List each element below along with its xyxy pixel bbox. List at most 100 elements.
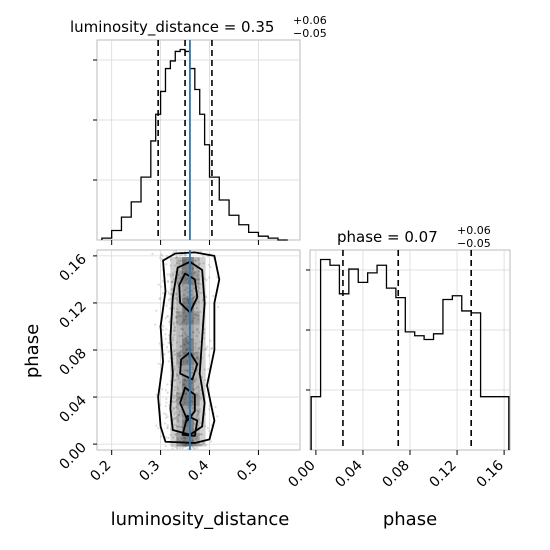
joint-scatter-point (166, 415, 169, 418)
joint-scatter-point (212, 294, 215, 298)
joint-density-cell (193, 365, 200, 379)
joint-scatter-point (171, 288, 174, 291)
joint-scatter-point (164, 317, 167, 320)
joint-scatter-point (157, 427, 160, 430)
joint-scatter-point (173, 328, 176, 331)
joint-scatter-point (209, 339, 212, 342)
joint-scatter-point (180, 328, 183, 331)
joint-scatter-point (202, 442, 205, 445)
lum-frame (96, 39, 301, 241)
joint-scatter-point (174, 400, 177, 403)
joint-density-cell (193, 297, 200, 312)
joint-scatter-point (181, 414, 184, 417)
joint-scatter-point (195, 433, 198, 436)
joint-scatter-point (184, 253, 188, 257)
joint-scatter-point (174, 385, 177, 389)
joint-scatter-point (207, 368, 210, 371)
joint-density-cell (182, 311, 188, 325)
joint-scatter-point (166, 315, 169, 318)
joint-scatter-point (165, 397, 168, 401)
joint-scatter-point (181, 412, 184, 415)
joint-scatter-point (167, 290, 170, 293)
joint-scatter-point (197, 418, 200, 421)
joint-scatter-point (168, 321, 171, 324)
joint-scatter-point (173, 333, 176, 336)
joint-scatter-point (175, 293, 178, 296)
joint-scatter-point (186, 335, 190, 338)
joint-scatter-point (174, 411, 177, 414)
joint-scatter-point (199, 398, 202, 401)
joint-scatter-point (196, 414, 199, 417)
joint-scatter-point (175, 399, 178, 402)
joint-scatter-point (159, 297, 162, 300)
xlabel-phase: phase (383, 509, 437, 530)
joint-scatter-point (165, 345, 169, 349)
joint-density-cell (170, 257, 177, 271)
joint-scatter-point (180, 437, 183, 440)
joint-scatter-point (191, 366, 195, 369)
joint-density-cell (176, 378, 183, 393)
joint-scatter-point (161, 328, 165, 332)
joint-scatter-point (178, 410, 181, 413)
joint-scatter-point (195, 446, 198, 450)
joint-density-cell (199, 257, 206, 271)
joint-scatter-point (173, 329, 177, 332)
joint-scatter-point (195, 435, 198, 438)
joint-scatter-point (194, 259, 197, 263)
joint-scatter-point (198, 262, 202, 265)
joint-scatter-point (197, 257, 200, 260)
joint-scatter-point (178, 352, 181, 355)
joint-scatter-point (166, 426, 169, 429)
joint-scatter-point (175, 297, 178, 300)
joint-scatter-point (179, 259, 182, 262)
joint-scatter-point (175, 424, 178, 428)
joint-density-cell (193, 311, 200, 325)
joint-scatter-point (178, 350, 181, 354)
joint-scatter-point (199, 421, 202, 424)
joint-density-cell (187, 297, 194, 312)
joint-scatter-point (172, 250, 175, 253)
joint-scatter-point (206, 426, 210, 430)
joint-scatter-point (169, 293, 172, 296)
joint-scatter-point (180, 408, 183, 411)
joint-density-cell (176, 419, 183, 433)
joint-scatter-point (173, 326, 176, 329)
joint-density-cell (176, 365, 183, 379)
joint-density-cell (199, 351, 206, 366)
joint-scatter-point (164, 333, 167, 336)
joint-scatter-point (178, 361, 181, 364)
joint-scatter-point (195, 393, 199, 397)
joint-density-cell (193, 270, 200, 285)
joint-scatter-point (165, 304, 168, 307)
joint-scatter-point (174, 406, 178, 409)
joint-scatter-point (162, 325, 165, 328)
joint-scatter-point (176, 432, 179, 435)
joint-scatter-point (195, 437, 198, 441)
joint-scatter-point (162, 292, 165, 295)
joint-scatter-point (170, 288, 173, 291)
joint-scatter-point (165, 263, 168, 266)
joint-scatter-point (179, 349, 182, 353)
joint-density-cell (176, 338, 183, 352)
joint-scatter-point (175, 292, 178, 295)
joint-scatter-point (184, 288, 187, 292)
joint-xtick-label-2: 0.4 (185, 457, 212, 484)
joint-scatter-point (176, 447, 179, 450)
joint-scatter-point (193, 422, 196, 425)
title-phase: phase = 0.07 (337, 228, 438, 246)
joint-scatter-point (197, 412, 200, 415)
joint-scatter-point (161, 280, 164, 283)
joint-scatter-point (199, 292, 202, 295)
joint-scatter-point (196, 327, 199, 331)
joint-scatter-point (172, 278, 176, 281)
joint-scatter-point (210, 440, 213, 443)
joint-density-cell (187, 284, 194, 298)
joint-scatter-point (174, 353, 177, 356)
joint-scatter-point (177, 425, 181, 428)
joint-scatter-point (198, 301, 201, 304)
joint-scatter-point (157, 362, 160, 365)
joint-scatter-point (195, 314, 199, 317)
joint-scatter-point (197, 259, 200, 262)
lum-histogram-step (101, 48, 288, 241)
joint-density-cell (176, 405, 183, 420)
